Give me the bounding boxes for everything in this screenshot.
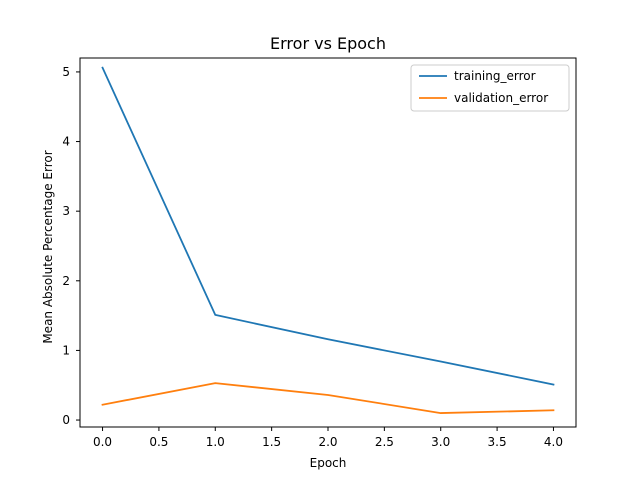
x-axis-label: Epoch xyxy=(310,456,347,470)
y-tick-label: 2 xyxy=(62,274,70,288)
legend-label-validation-error: validation_error xyxy=(454,91,548,105)
x-tick-label: 3.5 xyxy=(488,435,507,449)
x-tick-label: 4.0 xyxy=(544,435,563,449)
plot-frame xyxy=(79,57,577,428)
y-axis-label: Mean Absolute Percentage Error xyxy=(41,150,55,343)
x-tick-label: 2.0 xyxy=(318,435,337,449)
legend-label-training-error: training_error xyxy=(454,69,536,83)
x-tick-label: 1.5 xyxy=(262,435,281,449)
series-line-validation-error xyxy=(101,382,555,414)
y-tick-label: 0 xyxy=(62,413,70,427)
x-axis-ticks: 0.0 0.5 1.0 1.5 2.0 2.5 3.0 3.5 4.0 xyxy=(93,427,563,449)
x-tick-label: 1.0 xyxy=(206,435,225,449)
y-tick-label: 3 xyxy=(62,204,70,218)
series-line-training-error xyxy=(101,66,555,386)
plot-area xyxy=(79,57,577,428)
y-tick-label: 5 xyxy=(62,65,70,79)
x-tick-label: 3.0 xyxy=(431,435,450,449)
x-tick-label: 2.5 xyxy=(375,435,394,449)
series-layer xyxy=(101,66,555,414)
y-tick-label: 1 xyxy=(62,343,70,357)
y-tick-label: 4 xyxy=(62,135,70,149)
x-tick-label: 0.0 xyxy=(93,435,112,449)
legend: training_error validation_error xyxy=(410,64,570,112)
chart-title: Error vs Epoch xyxy=(270,34,386,53)
y-axis-ticks: 0 1 2 3 4 5 xyxy=(62,65,80,427)
x-tick-label: 0.5 xyxy=(149,435,168,449)
legend-box xyxy=(410,64,570,112)
